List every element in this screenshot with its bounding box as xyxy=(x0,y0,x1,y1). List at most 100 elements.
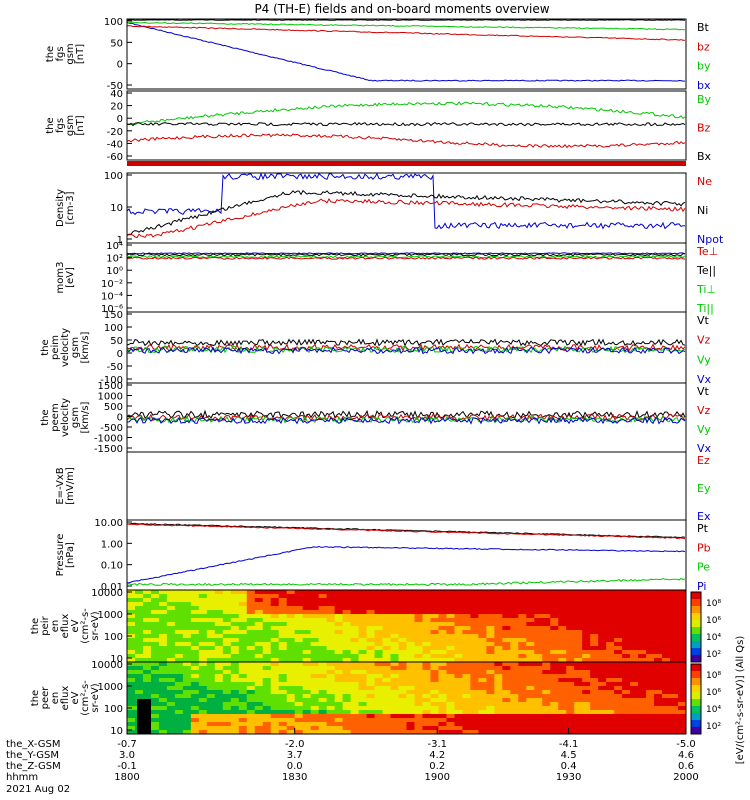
heat-cell xyxy=(158,598,168,603)
heat-cell xyxy=(198,646,208,651)
y-tick-label: 10 xyxy=(110,203,123,214)
heat-cell xyxy=(446,718,455,723)
heat-cell xyxy=(206,706,216,711)
heat-cell xyxy=(262,674,272,679)
heat-cell xyxy=(654,630,663,635)
heat-cell xyxy=(302,646,312,651)
heat-cell xyxy=(398,686,407,691)
heat-cell xyxy=(518,706,527,711)
heat-cell xyxy=(494,686,503,691)
heat-cell xyxy=(310,602,320,607)
heat-cell xyxy=(278,682,288,687)
heat-cell xyxy=(294,730,304,735)
heat-cell xyxy=(542,714,551,719)
heat-cell xyxy=(158,706,168,711)
heat-cell xyxy=(190,602,200,607)
heat-cell xyxy=(430,662,439,667)
heat-cell xyxy=(662,666,671,671)
y-tick-label: 1000 xyxy=(98,610,123,621)
heat-cell xyxy=(518,670,527,675)
heat-cell xyxy=(550,606,559,611)
heat-cell xyxy=(262,650,272,655)
heat-cell xyxy=(166,658,176,663)
heat-cell xyxy=(486,606,495,611)
heat-cell xyxy=(414,634,423,639)
heat-cell xyxy=(358,610,368,615)
heat-cell xyxy=(334,614,344,619)
heat-cell xyxy=(238,730,248,735)
heat-cell xyxy=(238,642,248,647)
heat-cell xyxy=(334,594,344,599)
heat-cell xyxy=(646,714,655,719)
heat-cell xyxy=(374,722,384,727)
heat-cell xyxy=(662,638,671,643)
heat-cell xyxy=(350,730,360,735)
heat-cell xyxy=(262,634,272,639)
heat-cell xyxy=(222,614,232,619)
heat-cell xyxy=(542,706,551,711)
heat-cell xyxy=(654,682,663,687)
heat-cell xyxy=(198,726,208,731)
heat-cell xyxy=(550,718,559,723)
heat-cell xyxy=(494,610,503,615)
heat-cell xyxy=(566,670,575,675)
heat-cell xyxy=(598,630,607,635)
heat-cell xyxy=(222,678,232,683)
y-tick-label: 0 xyxy=(117,413,123,424)
heat-cell xyxy=(494,662,503,667)
heat-cell xyxy=(294,650,304,655)
heat-cell xyxy=(302,670,312,675)
heat-cell xyxy=(406,602,415,607)
heat-cell xyxy=(366,646,376,651)
heat-cell xyxy=(342,638,352,643)
heat-cell xyxy=(382,694,392,699)
heat-cell xyxy=(134,602,144,607)
heat-cell xyxy=(558,698,567,703)
heat-cell xyxy=(318,718,328,723)
heat-cell xyxy=(574,626,583,631)
heat-cell xyxy=(630,682,639,687)
heat-cell xyxy=(334,702,344,707)
heat-cell xyxy=(526,630,535,635)
heat-cell xyxy=(326,598,336,603)
y-tick-label: -50 xyxy=(107,362,123,373)
colorbar-segment xyxy=(691,606,701,614)
heat-cell xyxy=(542,634,551,639)
heat-cell xyxy=(550,654,559,659)
heat-cell xyxy=(526,726,535,731)
heat-cell xyxy=(182,610,192,615)
heat-cell xyxy=(542,670,551,675)
heat-cell xyxy=(430,630,439,635)
heat-cell xyxy=(398,610,407,615)
heat-cell xyxy=(518,702,527,707)
heat-cell xyxy=(622,686,631,691)
heat-cell xyxy=(534,642,543,647)
heat-cell xyxy=(422,654,431,659)
heat-cell xyxy=(374,654,384,659)
heat-cell xyxy=(278,626,288,631)
heat-cell xyxy=(470,686,479,691)
heat-cell xyxy=(127,702,136,707)
heat-cell xyxy=(678,610,687,615)
heat-cell xyxy=(574,646,583,651)
heat-cell xyxy=(366,730,376,735)
heat-cell xyxy=(590,650,599,655)
legend-label: Bz xyxy=(697,122,711,135)
heat-cell xyxy=(550,614,559,619)
heat-cell xyxy=(318,646,328,651)
heat-cell xyxy=(398,614,407,619)
heat-cell xyxy=(510,626,519,631)
heat-cell xyxy=(286,670,296,675)
heat-cell xyxy=(494,594,503,599)
heat-cell xyxy=(166,678,176,683)
heat-cell xyxy=(566,694,575,699)
heat-cell xyxy=(142,590,152,595)
heat-cell xyxy=(454,722,463,727)
heat-cell xyxy=(166,614,176,619)
heat-cell xyxy=(358,706,368,711)
heat-cell xyxy=(462,638,471,643)
heat-cell xyxy=(382,658,392,663)
heat-cell xyxy=(502,614,511,619)
heat-cell xyxy=(398,618,407,623)
